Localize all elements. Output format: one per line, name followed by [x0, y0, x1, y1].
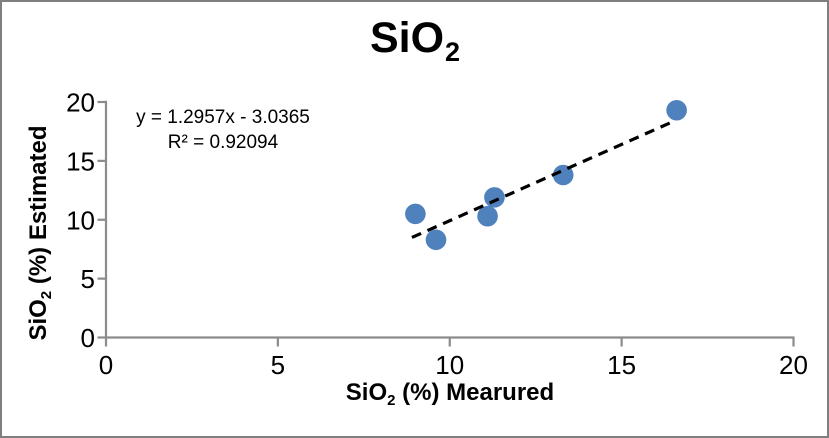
x-tick-label: 10 [435, 350, 464, 380]
chart-title-subscript: 2 [445, 37, 461, 67]
x-axis-title-rest: (%) Mearured [395, 379, 555, 406]
y-tick-label: 15 [66, 146, 95, 176]
trendline-equation-text: y = 1.2957x - 3.0365 [136, 107, 310, 128]
y-tick-label: 10 [66, 205, 95, 235]
x-tick-label: 0 [99, 350, 113, 380]
x-axis-title: SiO2 (%) Mearured [106, 379, 794, 409]
x-tick-label: 20 [779, 350, 808, 380]
trendline-annotation: y = 1.2957x - 3.0365 R² = 0.92094 [133, 105, 313, 155]
r-squared-text: R² = 0.92094 [167, 132, 279, 153]
data-point [405, 203, 426, 225]
x-axis-title-text: SiO [345, 379, 388, 406]
data-point [477, 205, 498, 227]
data-point [484, 187, 505, 208]
trendline [411, 120, 673, 239]
y-tick-label: 5 [81, 264, 95, 294]
x-tick-label: 5 [271, 350, 285, 380]
data-point [425, 229, 447, 251]
chart-title: SiO2 [2, 14, 827, 67]
y-tick-label: 0 [81, 323, 95, 353]
data-point [666, 99, 687, 121]
x-axis-title-subscript: 2 [387, 392, 396, 409]
data-point [552, 164, 574, 186]
y-tick-label: 20 [66, 88, 95, 118]
chart-title-text: SiO [369, 14, 445, 62]
x-tick-label: 15 [607, 350, 636, 380]
